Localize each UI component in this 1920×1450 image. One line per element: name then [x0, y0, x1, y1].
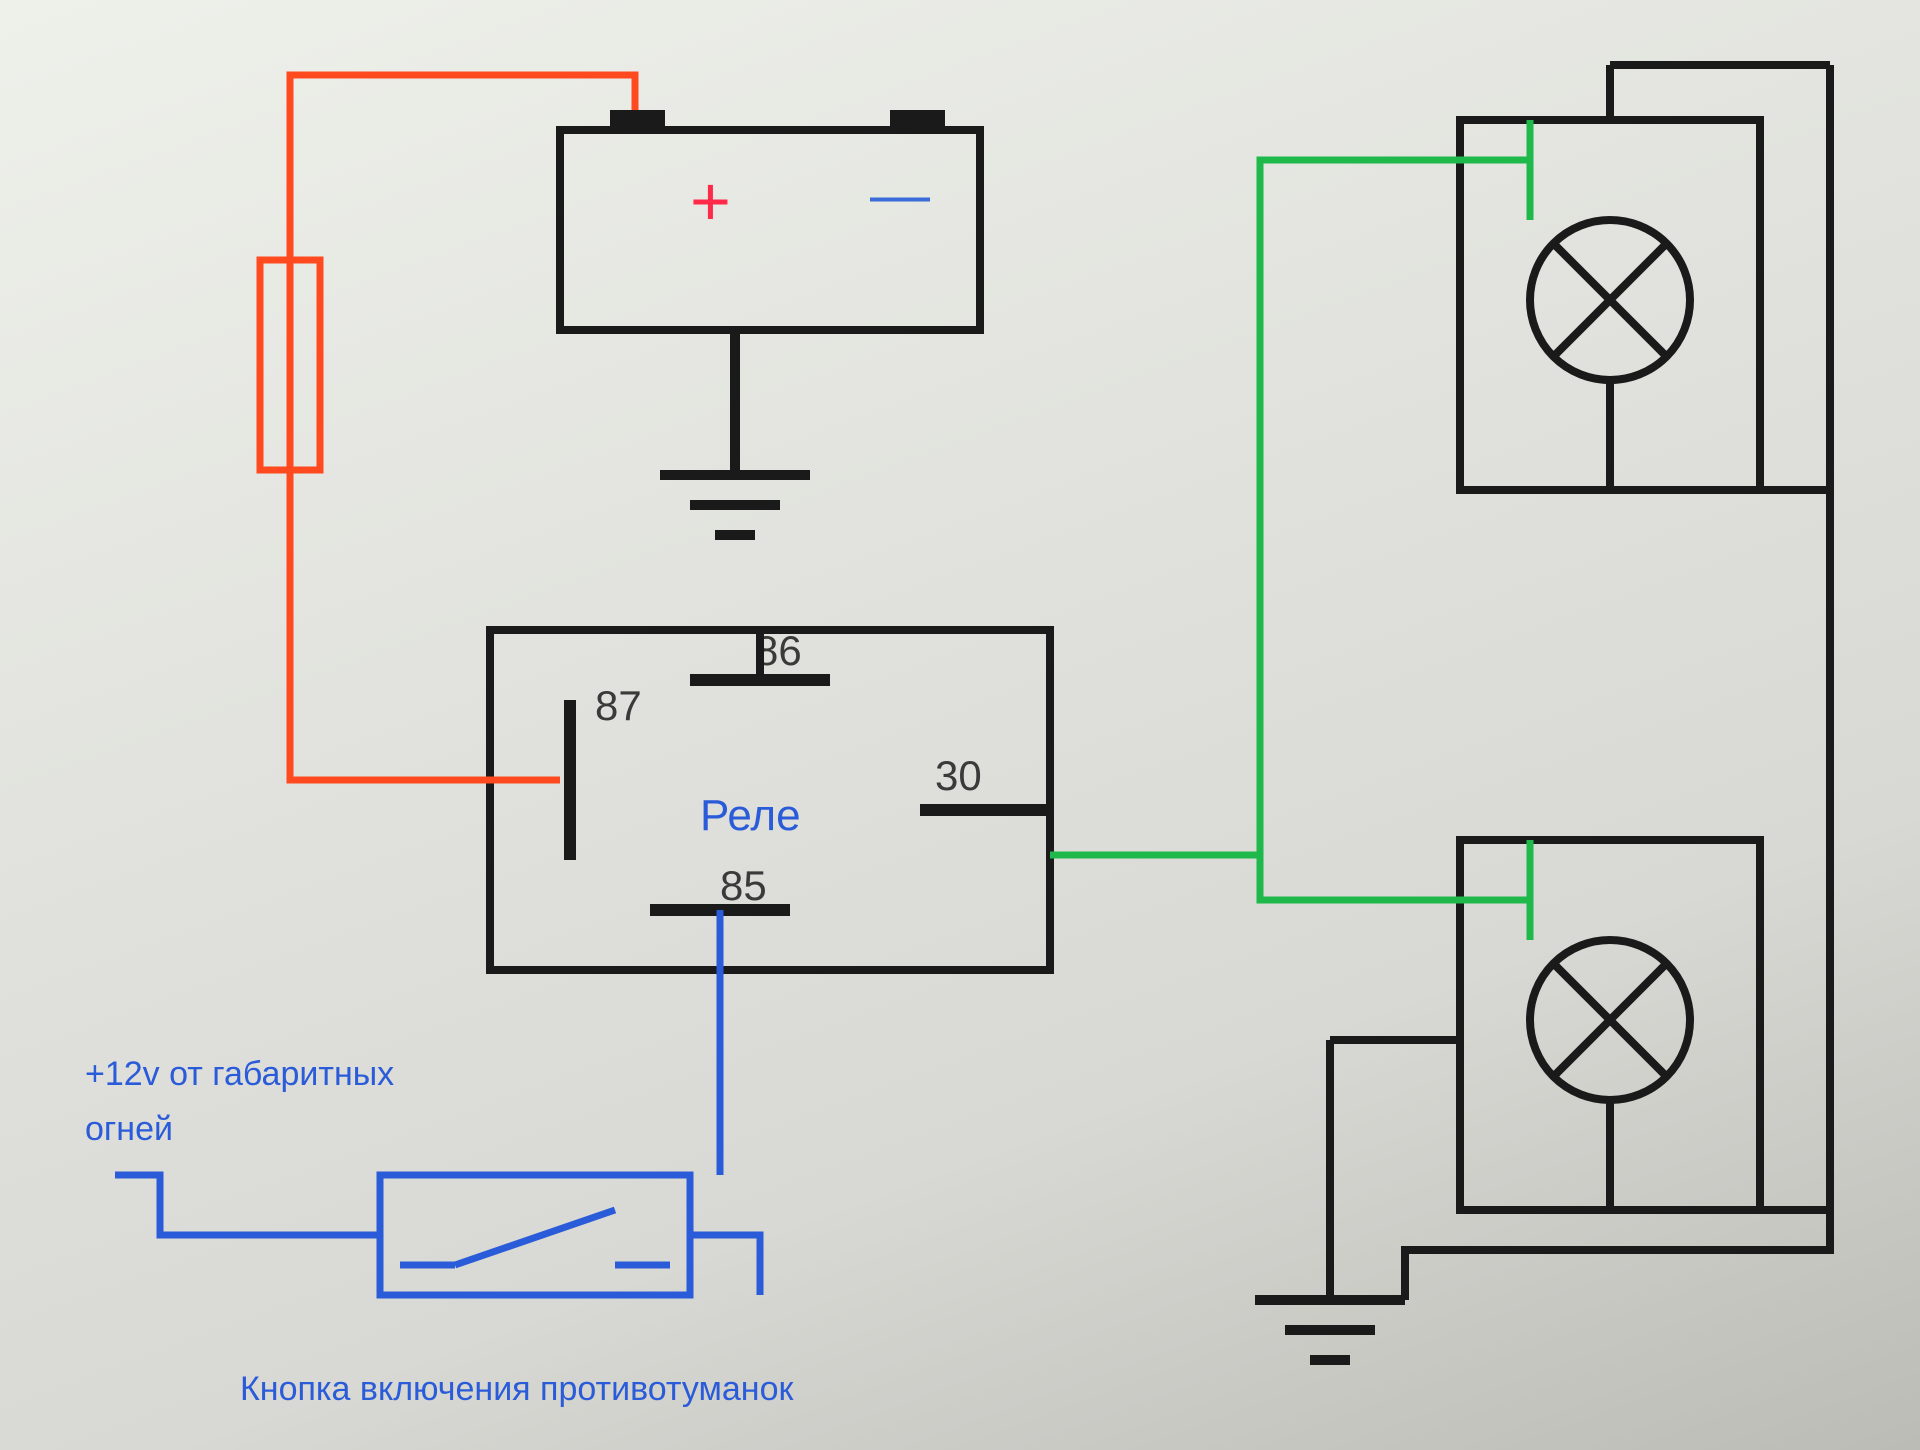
pin-85: 85	[720, 862, 767, 909]
battery-minus: —	[870, 161, 930, 228]
diagram-svg: + — 87 86 30 85 Реле	[0, 0, 1920, 1450]
battery: + —	[560, 110, 980, 330]
note-switch: Кнопка включения противотуманок	[240, 1370, 794, 1408]
relay-label: Реле	[700, 791, 801, 840]
note-12v-b: огней	[85, 1110, 173, 1148]
ground-battery	[660, 330, 810, 535]
pin-30: 30	[935, 752, 982, 799]
pin-87: 87	[595, 682, 642, 729]
switch	[380, 1175, 690, 1295]
relay: 87 86 30 85 Реле	[490, 627, 1050, 970]
fuse	[260, 220, 320, 510]
note-12v-a: +12v от габаритных	[85, 1055, 394, 1093]
ground-right	[1255, 1300, 1405, 1360]
battery-plus: +	[690, 162, 731, 240]
wiring-diagram: + — 87 86 30 85 Реле	[0, 0, 1920, 1450]
wire-red	[290, 75, 635, 780]
